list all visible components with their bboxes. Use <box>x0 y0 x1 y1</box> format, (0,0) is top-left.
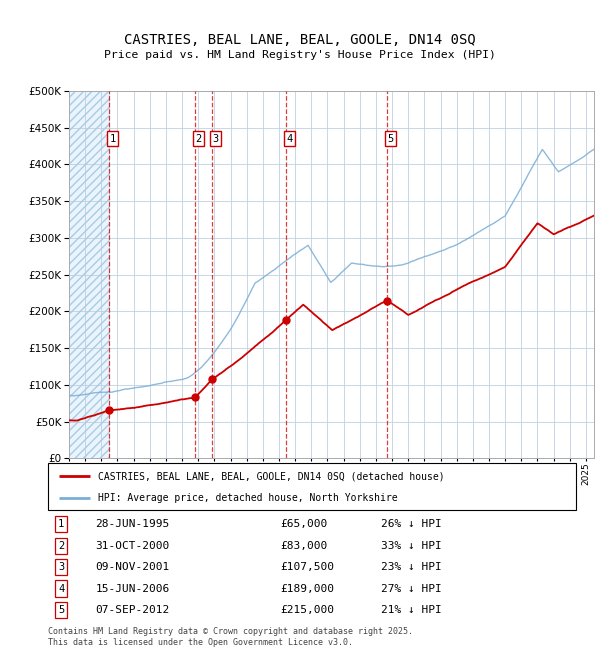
Text: 31-OCT-2000: 31-OCT-2000 <box>95 541 170 551</box>
Text: 2: 2 <box>196 134 202 144</box>
Text: 07-SEP-2012: 07-SEP-2012 <box>95 605 170 615</box>
Text: £83,000: £83,000 <box>280 541 328 551</box>
Text: £189,000: £189,000 <box>280 584 334 593</box>
Text: £107,500: £107,500 <box>280 562 334 572</box>
Text: 4: 4 <box>58 584 64 593</box>
Text: CASTRIES, BEAL LANE, BEAL, GOOLE, DN14 0SQ (detached house): CASTRIES, BEAL LANE, BEAL, GOOLE, DN14 0… <box>98 471 445 481</box>
Text: Contains HM Land Registry data © Crown copyright and database right 2025.
This d: Contains HM Land Registry data © Crown c… <box>48 627 413 647</box>
Text: HPI: Average price, detached house, North Yorkshire: HPI: Average price, detached house, Nort… <box>98 493 398 503</box>
Text: 21% ↓ HPI: 21% ↓ HPI <box>380 605 442 615</box>
Text: 5: 5 <box>387 134 394 144</box>
Text: 27% ↓ HPI: 27% ↓ HPI <box>380 584 442 593</box>
Text: Price paid vs. HM Land Registry's House Price Index (HPI): Price paid vs. HM Land Registry's House … <box>104 50 496 60</box>
Text: £215,000: £215,000 <box>280 605 334 615</box>
Text: 3: 3 <box>58 562 64 572</box>
FancyBboxPatch shape <box>48 463 576 510</box>
Text: £65,000: £65,000 <box>280 519 328 529</box>
Text: 09-NOV-2001: 09-NOV-2001 <box>95 562 170 572</box>
Bar <box>69 91 109 458</box>
Text: 28-JUN-1995: 28-JUN-1995 <box>95 519 170 529</box>
Text: 2: 2 <box>58 541 64 551</box>
Text: CASTRIES, BEAL LANE, BEAL, GOOLE, DN14 0SQ: CASTRIES, BEAL LANE, BEAL, GOOLE, DN14 0… <box>124 33 476 47</box>
Text: 15-JUN-2006: 15-JUN-2006 <box>95 584 170 593</box>
Text: 26% ↓ HPI: 26% ↓ HPI <box>380 519 442 529</box>
Text: 5: 5 <box>58 605 64 615</box>
Text: 3: 3 <box>212 134 218 144</box>
Text: 23% ↓ HPI: 23% ↓ HPI <box>380 562 442 572</box>
Text: 33% ↓ HPI: 33% ↓ HPI <box>380 541 442 551</box>
Text: 4: 4 <box>286 134 293 144</box>
Text: 1: 1 <box>58 519 64 529</box>
Text: 1: 1 <box>109 134 116 144</box>
